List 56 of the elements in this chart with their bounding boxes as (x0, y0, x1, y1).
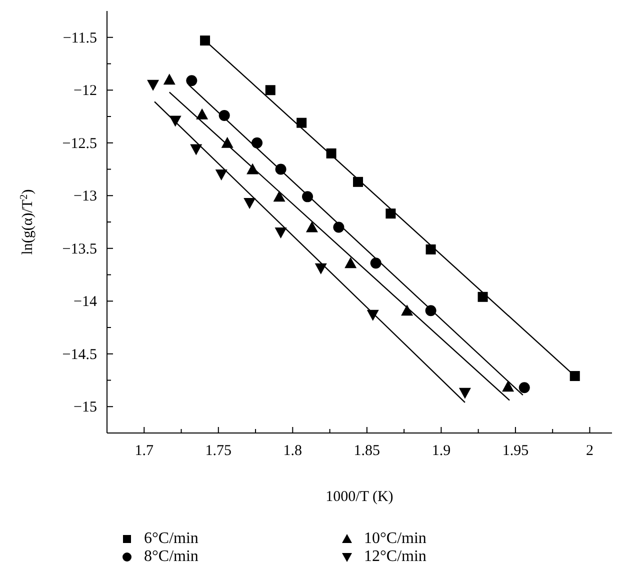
y-tick-label: −11.5 (62, 30, 97, 46)
point (169, 116, 182, 127)
point (458, 388, 471, 399)
point (302, 191, 314, 202)
point (401, 304, 414, 316)
x-axis-title: 1000/T (K) (326, 489, 394, 505)
point (274, 228, 287, 239)
point (244, 198, 256, 210)
y-tick-label: −14 (74, 294, 98, 310)
point (502, 380, 514, 392)
x-tick-label: 2 (586, 443, 594, 459)
point (265, 85, 276, 96)
point (344, 257, 357, 268)
x-tick-label: 1.95 (502, 443, 529, 459)
y-tick-label: −13 (74, 188, 97, 205)
point (200, 36, 210, 46)
y-tick-label: −13.5 (62, 241, 97, 258)
point (246, 163, 259, 174)
point (190, 144, 202, 156)
point (314, 263, 327, 274)
y-tick-label: −15 (74, 400, 97, 416)
point (196, 108, 208, 120)
point (426, 244, 436, 254)
point (425, 305, 436, 316)
x-tick-label: 1.9 (432, 443, 451, 459)
y-tick-label: −12.5 (62, 136, 97, 152)
x-tick-label: 1.75 (205, 443, 232, 459)
point (570, 371, 580, 382)
legend-label: 6°C/min (144, 530, 198, 548)
point (518, 382, 530, 394)
legend-label: 10°C/min (364, 530, 426, 548)
point (218, 110, 230, 121)
point (186, 75, 198, 86)
point (296, 118, 307, 128)
point (147, 80, 160, 91)
point (353, 176, 364, 187)
point (366, 310, 379, 321)
point (215, 170, 228, 181)
legend-label: 8°C/min (144, 548, 198, 566)
point (163, 74, 176, 85)
point (326, 148, 336, 158)
y-tick-label: −12 (74, 83, 97, 100)
x-tick-label: 1.8 (283, 443, 302, 459)
y-tick-label: −14.5 (62, 346, 97, 363)
legend-label: 12°C/min (364, 548, 426, 566)
point (370, 258, 382, 269)
point (478, 292, 488, 302)
x-tick-label: 1.85 (354, 443, 380, 459)
point (275, 164, 286, 175)
point (306, 221, 318, 232)
point (333, 222, 344, 233)
point (252, 137, 263, 148)
point (273, 190, 286, 202)
point (386, 208, 396, 219)
point (221, 136, 234, 148)
x-tick-label: 1.7 (134, 443, 154, 459)
